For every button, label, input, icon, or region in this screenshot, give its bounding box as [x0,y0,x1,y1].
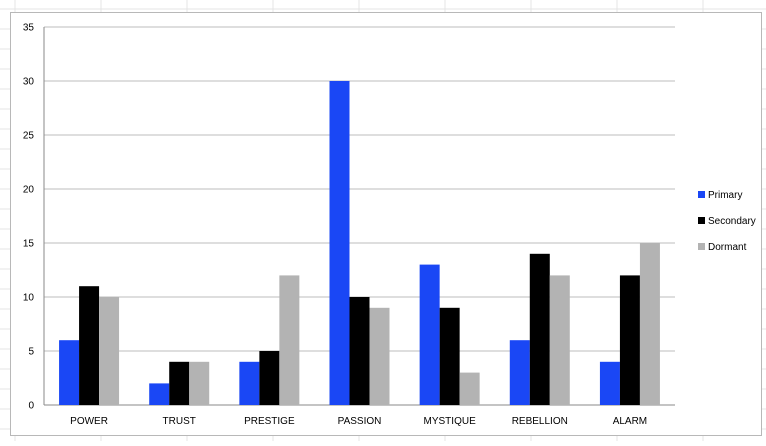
x-category-label: TRUST [163,416,196,427]
bar-secondary-power[interactable] [79,286,100,405]
bar-secondary-rebellion[interactable] [529,253,550,405]
y-tick-label: 20 [23,185,35,196]
legend-swatch-dormant [698,243,705,250]
y-tick-label: 10 [23,293,35,304]
bar-dormant-alarm[interactable] [639,243,660,405]
x-category-label: ALARM [613,416,647,427]
bar-primary-prestige[interactable] [239,361,260,405]
x-category-label: PASSION [338,416,382,427]
y-tick-label: 5 [28,347,34,358]
bar-secondary-alarm[interactable] [619,275,640,405]
bar-dormant-rebellion[interactable] [549,275,570,405]
x-category-label: MYSTIQUE [424,416,477,427]
legend-label-secondary: Secondary [708,216,756,227]
bar-primary-passion[interactable] [329,81,350,405]
y-tick-label: 25 [23,131,35,142]
bar-primary-rebellion[interactable] [509,340,530,405]
legend-swatch-primary [698,191,705,198]
legend-label-dormant: Dormant [708,242,747,253]
bar-primary-power[interactable] [59,340,80,405]
bar-dormant-mystique[interactable] [459,372,480,405]
bar-primary-mystique[interactable] [419,264,440,405]
bar-secondary-passion[interactable] [349,297,370,405]
x-category-label: POWER [70,416,108,427]
legend-swatch-secondary [698,217,705,224]
bar-secondary-prestige[interactable] [259,351,280,405]
legend-label-primary: Primary [708,190,742,201]
bar-primary-alarm[interactable] [599,361,620,405]
bar-secondary-mystique[interactable] [439,307,460,405]
bar-dormant-trust[interactable] [189,361,210,405]
y-tick-label: 15 [23,239,35,250]
bar-dormant-prestige[interactable] [279,275,300,405]
y-tick-label: 35 [23,23,35,34]
x-category-label: PRESTIGE [244,416,295,427]
bar-secondary-trust[interactable] [169,361,190,405]
x-category-label: REBELLION [512,416,568,427]
y-tick-label: 30 [23,77,35,88]
y-tick-label: 0 [28,401,34,412]
bar-dormant-passion[interactable] [369,307,390,405]
bar-primary-trust[interactable] [149,383,170,405]
bar-dormant-power[interactable] [99,297,120,405]
